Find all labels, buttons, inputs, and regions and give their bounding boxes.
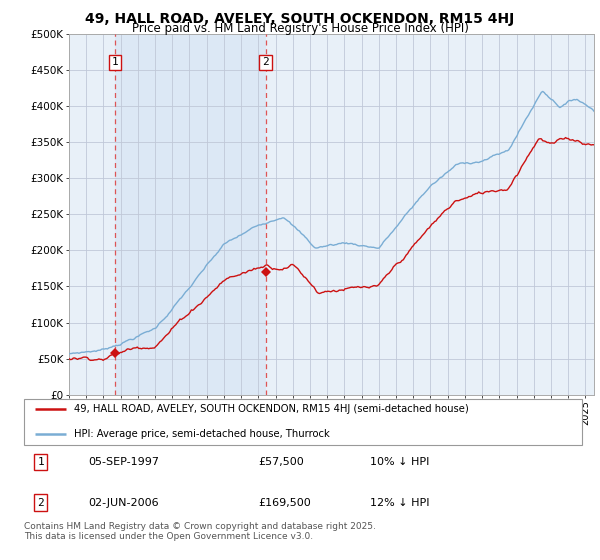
Text: 49, HALL ROAD, AVELEY, SOUTH OCKENDON, RM15 4HJ (semi-detached house): 49, HALL ROAD, AVELEY, SOUTH OCKENDON, R… bbox=[74, 404, 469, 414]
Text: HPI: Average price, semi-detached house, Thurrock: HPI: Average price, semi-detached house,… bbox=[74, 428, 330, 438]
Text: 2: 2 bbox=[37, 498, 44, 507]
Text: 1: 1 bbox=[112, 58, 118, 68]
Text: £169,500: £169,500 bbox=[259, 498, 311, 507]
FancyBboxPatch shape bbox=[24, 399, 582, 445]
Text: Contains HM Land Registry data © Crown copyright and database right 2025.
This d: Contains HM Land Registry data © Crown c… bbox=[24, 522, 376, 542]
Text: 1: 1 bbox=[37, 457, 44, 467]
Text: 02-JUN-2006: 02-JUN-2006 bbox=[88, 498, 159, 507]
Text: 05-SEP-1997: 05-SEP-1997 bbox=[88, 457, 159, 467]
Text: £57,500: £57,500 bbox=[259, 457, 304, 467]
Text: 10% ↓ HPI: 10% ↓ HPI bbox=[370, 457, 430, 467]
Text: 12% ↓ HPI: 12% ↓ HPI bbox=[370, 498, 430, 507]
Text: Price paid vs. HM Land Registry's House Price Index (HPI): Price paid vs. HM Land Registry's House … bbox=[131, 22, 469, 35]
Text: 2: 2 bbox=[262, 58, 269, 68]
Text: 49, HALL ROAD, AVELEY, SOUTH OCKENDON, RM15 4HJ: 49, HALL ROAD, AVELEY, SOUTH OCKENDON, R… bbox=[85, 12, 515, 26]
Bar bbox=[115, 34, 266, 395]
